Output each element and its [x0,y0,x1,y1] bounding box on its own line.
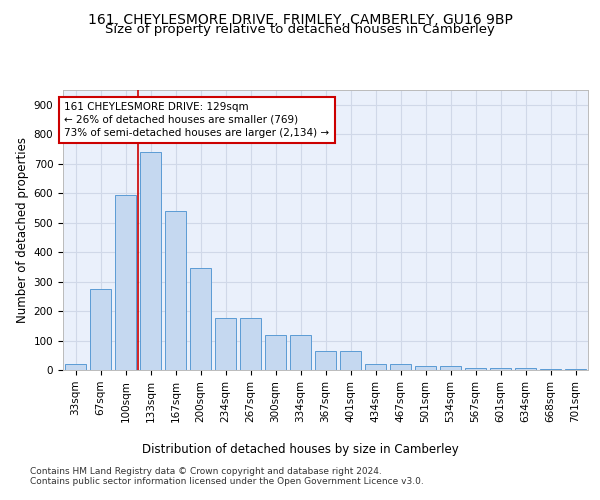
Text: 161 CHEYLESMORE DRIVE: 129sqm
← 26% of detached houses are smaller (769)
73% of : 161 CHEYLESMORE DRIVE: 129sqm ← 26% of d… [64,102,329,138]
Bar [215,318,236,370]
Bar [465,368,486,370]
Bar [490,368,511,370]
Bar [365,364,386,370]
Text: Contains public sector information licensed under the Open Government Licence v3: Contains public sector information licen… [30,478,424,486]
Bar [515,368,536,370]
Bar [390,364,411,370]
Bar [90,289,111,370]
Bar [190,268,211,370]
Text: Size of property relative to detached houses in Camberley: Size of property relative to detached ho… [105,22,495,36]
Bar [415,366,436,370]
Bar [115,194,136,370]
Bar [440,366,461,370]
Bar [290,335,311,370]
Bar [65,364,86,370]
Bar [240,318,261,370]
Bar [140,152,161,370]
Bar [315,351,336,370]
Bar [265,335,286,370]
Text: Contains HM Land Registry data © Crown copyright and database right 2024.: Contains HM Land Registry data © Crown c… [30,468,382,476]
Bar [565,368,586,370]
Bar [340,351,361,370]
Text: 161, CHEYLESMORE DRIVE, FRIMLEY, CAMBERLEY, GU16 9BP: 161, CHEYLESMORE DRIVE, FRIMLEY, CAMBERL… [88,12,512,26]
Y-axis label: Number of detached properties: Number of detached properties [16,137,29,323]
Bar [540,368,561,370]
Bar [165,211,186,370]
Text: Distribution of detached houses by size in Camberley: Distribution of detached houses by size … [142,442,458,456]
